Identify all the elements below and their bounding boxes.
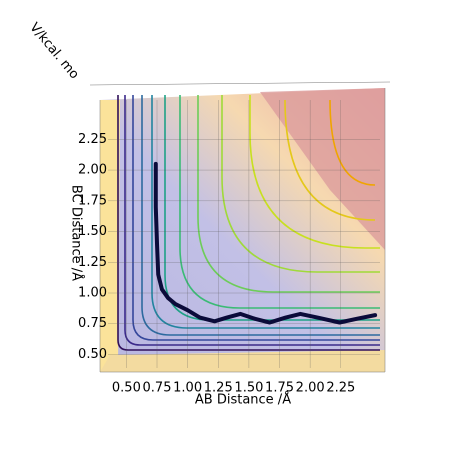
surface-edge [100,100,120,372]
x-tick-label: 1.75 [265,381,294,396]
surface-high [260,88,385,250]
y-axis-label: BC Distance /Å [69,185,85,281]
x-tick-label: 0.75 [143,381,172,396]
x-tick-label: 0.50 [112,381,141,396]
x-tick-label: 1.25 [204,381,233,396]
x-tick-label: 1.50 [234,381,263,396]
y-tick-label: 0.50 [78,347,107,362]
box [89,81,391,373]
y-tick-label: 0.75 [78,316,107,331]
y-tick-label: 1.00 [78,286,107,301]
y-tick-label: 1.25 [78,255,107,270]
trajectory-group [153,161,378,325]
y-tick-label: 1.50 [78,224,107,239]
y-tick-label: 2.25 [78,132,107,147]
x-tick-label: 2.25 [326,381,355,396]
surface-edge [100,350,385,372]
ticks: 0.50 0.75 1.00 1.25 1.50 1.75 2.00 2.250.500.75… [78,100,380,396]
x-tick-label: 1.00 [173,381,202,396]
y-tick-label: 1.75 [78,193,107,208]
x-axis-label: AB Distance /Å [195,392,291,408]
z-axis-label: V/kcal. mo [26,20,81,82]
y-tick-label: 2.00 [78,163,107,178]
trajectory [153,161,378,325]
x-tick-label: 2.00 [296,381,325,396]
surface [89,81,391,373]
